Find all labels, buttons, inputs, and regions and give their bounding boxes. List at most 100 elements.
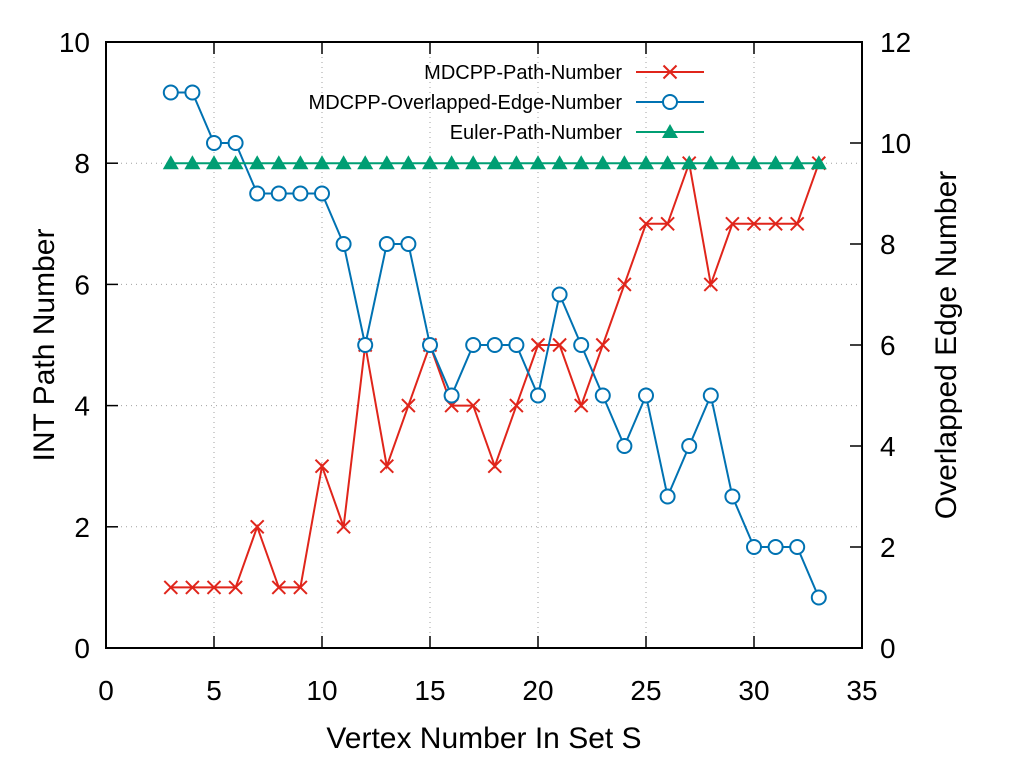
data-point — [573, 398, 589, 413]
data-point — [206, 580, 222, 595]
legend-label: MDCPP-Path-Number — [424, 62, 622, 84]
data-point — [702, 155, 719, 170]
data-point — [400, 236, 417, 252]
data-point — [638, 155, 654, 170]
data-point — [810, 155, 827, 170]
data-point — [509, 398, 524, 413]
legend-entry: MDCPP-Path-Number — [424, 62, 704, 84]
data-point — [487, 458, 503, 474]
data-point — [465, 155, 482, 170]
legend-marker — [662, 94, 678, 110]
x-tick-label: 30 — [738, 675, 769, 706]
x-tick-label: 0 — [98, 675, 114, 706]
series-line — [170, 159, 820, 589]
data-point — [357, 337, 374, 353]
data-point — [703, 277, 719, 292]
data-point — [378, 155, 395, 170]
data-point — [486, 337, 503, 353]
data-point — [810, 589, 827, 606]
y2-tick-label: 4 — [880, 431, 896, 462]
data-point — [270, 155, 287, 170]
data-point — [616, 438, 633, 454]
legend: MDCPP-Path-Number MDCPP-Overlapped-Edge-N… — [309, 62, 704, 144]
y-tick-label: 10 — [59, 27, 90, 58]
y2-tick-label: 12 — [880, 27, 911, 58]
data-point — [292, 155, 309, 170]
data-point — [443, 155, 460, 170]
x-tick-label: 5 — [206, 675, 222, 706]
x-tick-label: 25 — [630, 675, 661, 706]
data-point — [422, 155, 438, 170]
data-point — [659, 155, 676, 170]
legend-label: Euler-Path-Number — [450, 122, 623, 144]
data-point — [530, 387, 546, 404]
y-tick-label: 4 — [74, 391, 90, 422]
data-point — [681, 438, 698, 454]
y-tick-label: 0 — [74, 633, 90, 664]
data-point — [227, 135, 244, 151]
data-point — [185, 580, 200, 595]
data-point — [249, 185, 266, 202]
data-point — [551, 286, 568, 303]
data-point — [789, 539, 806, 555]
data-point — [314, 185, 330, 202]
data-point — [249, 155, 266, 170]
series-MDCPP-Overlapped-Edge-Number — [162, 84, 827, 606]
y-tick-label: 6 — [74, 269, 90, 300]
data-point — [422, 337, 438, 353]
data-point — [401, 398, 416, 413]
data-point — [249, 519, 265, 535]
y2-tick-label: 6 — [880, 330, 896, 361]
y-tick-label: 8 — [74, 148, 90, 179]
data-point — [378, 236, 395, 252]
data-point — [530, 155, 546, 170]
data-point — [508, 155, 525, 170]
data-point — [725, 216, 740, 232]
data-point — [162, 84, 179, 101]
y2-tick-label: 8 — [880, 229, 896, 260]
legend-entry: Euler-Path-Number — [450, 122, 704, 144]
series-MDCPP-Path-Number — [163, 155, 827, 595]
data-point — [184, 84, 201, 101]
y2-tick-label: 2 — [880, 532, 896, 563]
data-point — [486, 155, 503, 170]
data-point — [270, 185, 287, 202]
data-point — [681, 155, 698, 170]
data-point — [357, 155, 374, 170]
data-point — [162, 155, 179, 170]
legend-entry: MDCPP-Overlapped-Edge-Number — [309, 92, 704, 114]
data-point — [336, 519, 351, 535]
data-point — [767, 539, 784, 555]
series-Euler-Path-Number — [162, 155, 827, 170]
data-point — [595, 337, 611, 353]
plot-series — [162, 84, 827, 606]
data-point — [724, 488, 741, 505]
data-point — [638, 216, 654, 232]
data-point — [573, 337, 590, 353]
data-point — [552, 337, 567, 353]
data-point — [184, 155, 201, 170]
x-axis-title: Vertex Number In Set S — [326, 722, 641, 755]
data-point — [789, 216, 805, 232]
y-axis-title: INT Path Number — [28, 229, 61, 462]
data-point — [594, 155, 611, 170]
data-point — [314, 155, 330, 170]
data-point — [768, 216, 783, 232]
data-point — [335, 155, 352, 170]
x-tick-label: 35 — [846, 675, 877, 706]
data-point — [551, 155, 568, 170]
data-point — [228, 580, 243, 595]
data-point — [617, 277, 632, 292]
data-point — [659, 488, 676, 505]
data-point — [767, 155, 784, 170]
y2-axis-title: Overlapped Edge Number — [930, 171, 963, 520]
data-point — [314, 458, 330, 474]
data-point — [573, 155, 590, 170]
data-point — [465, 337, 482, 353]
data-point — [508, 337, 525, 353]
data-point — [400, 155, 417, 170]
data-point — [702, 387, 719, 404]
data-point — [292, 185, 309, 202]
